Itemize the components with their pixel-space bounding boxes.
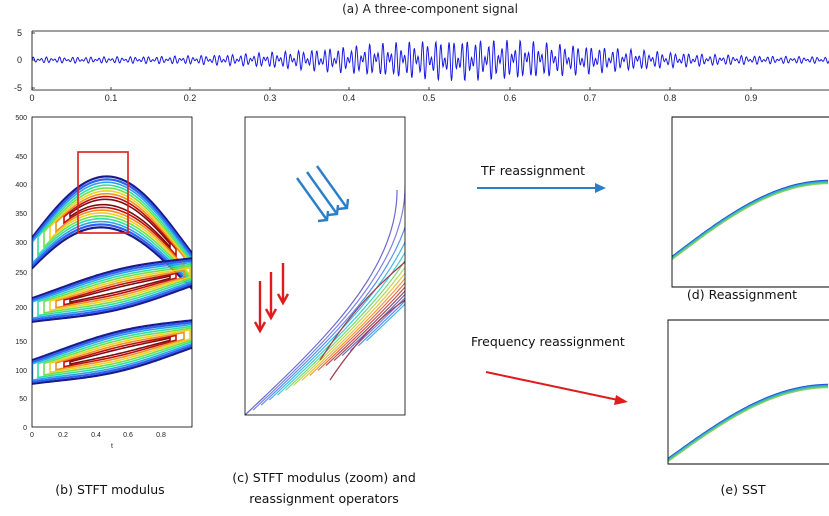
- panel-b-ytick: 0: [23, 425, 27, 432]
- panel-e-curves: [668, 385, 828, 462]
- panel-b-yticks: 500 450 400 350 300 250 200 150 100 50 0: [15, 115, 27, 432]
- panel-c-zoom-plot: [245, 116, 519, 415]
- panel-c-contours: [245, 116, 519, 415]
- panel-a-xtick: 0.4: [343, 93, 356, 103]
- frequency-reassignment-label: Frequency reassignment: [471, 334, 625, 349]
- panel-b-ytick: 300: [15, 240, 27, 247]
- panel-a-xtick: 0.1: [105, 93, 118, 103]
- panel-c-caption-line2: reassignment operators: [249, 491, 399, 506]
- panel-b-xtick: 0.6: [123, 432, 133, 439]
- panel-a-xtick: 0: [29, 93, 34, 103]
- panel-b-ytick: 450: [15, 154, 27, 161]
- panel-b-xticks: 0 0.2 0.4 0.6 0.8 t: [30, 432, 166, 450]
- tf-operator-arrows: [297, 166, 348, 221]
- panel-b-ytick: 100: [15, 368, 27, 375]
- panel-b-ytick: 250: [15, 270, 27, 277]
- tf-operator-arrow: [317, 166, 347, 208]
- panel-b-ytick: 200: [15, 305, 27, 312]
- panel-b-ytick: 150: [15, 339, 27, 346]
- panel-e-sst-plot: [668, 320, 829, 464]
- panel-a-xtick: 0.5: [423, 93, 436, 103]
- panel-b-xtick: 0.8: [156, 432, 166, 439]
- panel-b-contours: [32, 176, 192, 383]
- reassigned-ridge-line: [668, 385, 828, 459]
- panel-b-stft-plot: 500 450 400 350 300 250 200 150 100 50 0…: [15, 115, 192, 450]
- reassigned-ridge-line: [668, 388, 828, 462]
- panel-a-xtick: 0.7: [584, 93, 597, 103]
- panel-b-ytick: 350: [15, 211, 27, 218]
- tf-reassignment-arrow: [477, 183, 606, 193]
- panel-a-xticks: 0 0.1 0.2 0.3 0.4 0.5 0.6 0.7 0.8 0.9: [29, 87, 757, 103]
- panel-b-ytick: 50: [19, 396, 27, 403]
- frequency-reassignment-arrow: [486, 372, 628, 405]
- panel-a-ytick: 5: [17, 28, 22, 38]
- reassigned-ridge-line: [672, 181, 828, 257]
- reassigned-ridge-line: [672, 184, 828, 260]
- panel-b-ytick: 500: [15, 115, 27, 122]
- panel-a-xtick: 0.6: [504, 93, 517, 103]
- panel-b-xtick: 0.4: [91, 432, 101, 439]
- zoom-contour-line: [245, 190, 397, 415]
- panel-a-ytick: -5: [14, 83, 22, 93]
- panel-b-xlabel: t: [111, 443, 113, 450]
- panel-a-xtick: 0.3: [264, 93, 277, 103]
- reassigned-ridge-line: [672, 183, 828, 259]
- panel-b-xtick: 0.2: [58, 432, 68, 439]
- panel-a-title: (a) A three-component signal: [342, 2, 518, 16]
- reassigned-ridge-line: [672, 182, 828, 258]
- panel-a-ytick: 0: [17, 55, 22, 65]
- reassigned-ridge-line: [668, 386, 828, 460]
- tf-reassignment-label: TF reassignment: [480, 163, 585, 178]
- panel-a-signal-plot: 5 0 -5 0 0.1 0.2 0.3 0.4 0.5 0.6 0.7 0.8…: [14, 28, 829, 103]
- frequency-operator-arrows: [255, 263, 288, 331]
- panel-b-ytick: 400: [15, 182, 27, 189]
- signal-waveform: [32, 40, 829, 81]
- tf-operator-arrow: [307, 172, 337, 214]
- panel-a-xtick: 0.8: [664, 93, 677, 103]
- panel-e-caption: (e) SST: [721, 482, 766, 497]
- panel-d-curves: [672, 181, 828, 260]
- panel-c-caption-line1: (c) STFT modulus (zoom) and: [232, 470, 416, 485]
- panel-b-xtick: 0: [30, 432, 34, 439]
- panel-d-reassignment-plot: [672, 117, 829, 287]
- tf-operator-arrow: [297, 178, 327, 220]
- panel-d-caption: (d) Reassignment: [687, 287, 797, 302]
- panel-b-caption: (b) STFT modulus: [55, 482, 164, 497]
- panel-a-xtick: 0.2: [184, 93, 197, 103]
- zoom-contour-line: [253, 185, 405, 410]
- reassigned-ridge-line: [668, 387, 828, 461]
- panel-a-xtick: 0.9: [745, 93, 758, 103]
